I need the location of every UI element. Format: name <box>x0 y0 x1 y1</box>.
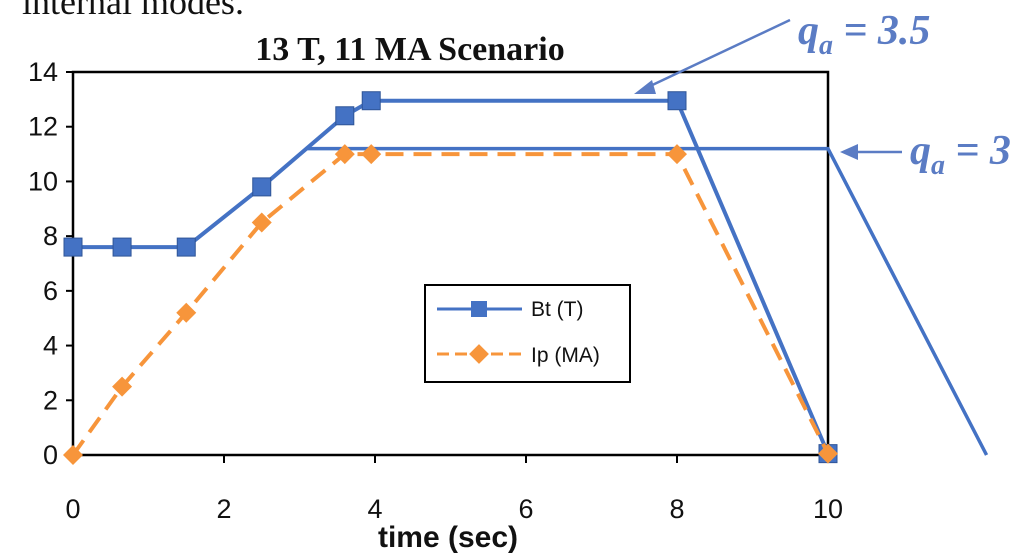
annotation-value-3-5: = 3.5 <box>833 8 930 54</box>
x-tick-label: 0 <box>65 494 80 524</box>
x-tick-label: 10 <box>813 494 843 524</box>
x-tick-label: 6 <box>518 494 533 524</box>
legend-swatch-bt-marker <box>471 301 487 317</box>
data-point-bt <box>668 92 686 110</box>
overlay-layer <box>307 149 987 455</box>
annotation-qa-3-5: qa = 3.5 <box>634 8 930 94</box>
y-tick-label: 0 <box>43 440 58 470</box>
x-axis-label: time (sec) <box>378 521 518 554</box>
top-caption: internal modes. <box>22 0 244 22</box>
y-tick-label: 10 <box>28 166 58 196</box>
annotation-subscript-3: a <box>931 150 945 181</box>
data-point-bt <box>362 92 380 110</box>
legend-box <box>425 285 630 382</box>
y-tick-label: 14 <box>28 57 58 87</box>
legend: Bt (T) Ip (MA) <box>425 285 630 382</box>
annotation-qa-3: qa = 3 <box>840 128 1011 181</box>
data-point-bt <box>336 107 354 125</box>
y-tick-label: 4 <box>43 331 58 361</box>
plot-area-frame <box>73 72 828 455</box>
qa-overlay-line <box>307 149 987 455</box>
x-tick-label: 8 <box>669 494 684 524</box>
annotation-value-3: = 3 <box>945 128 1011 174</box>
arrowhead-icon <box>634 80 656 94</box>
x-tick-label: 4 <box>367 494 382 524</box>
data-point-bt <box>113 238 131 256</box>
data-point-bt <box>64 238 82 256</box>
y-tick-label: 8 <box>43 221 58 251</box>
annotation-subscript-3-5: a <box>819 30 833 61</box>
arrowhead-icon <box>840 144 858 160</box>
annotation-label-3-5: qa = 3.5 <box>798 8 930 61</box>
y-tick-label: 6 <box>43 276 58 306</box>
legend-label-ip: Ip (MA) <box>531 344 600 367</box>
y-tick-label: 2 <box>43 385 58 415</box>
chart-title: 13 T, 11 MA Scenario <box>255 31 564 68</box>
x-tick-label: 2 <box>216 494 231 524</box>
annotation-label-3: qa = 3 <box>910 128 1011 181</box>
legend-label-bt: Bt (T) <box>531 298 584 321</box>
y-tick-label: 12 <box>28 112 58 142</box>
annotation-arrow-3-5 <box>646 20 790 88</box>
data-point-bt <box>177 238 195 256</box>
data-point-bt <box>253 178 271 196</box>
annotation-symbol-3-5: q <box>798 8 819 54</box>
annotation-symbol-3: q <box>910 128 931 174</box>
